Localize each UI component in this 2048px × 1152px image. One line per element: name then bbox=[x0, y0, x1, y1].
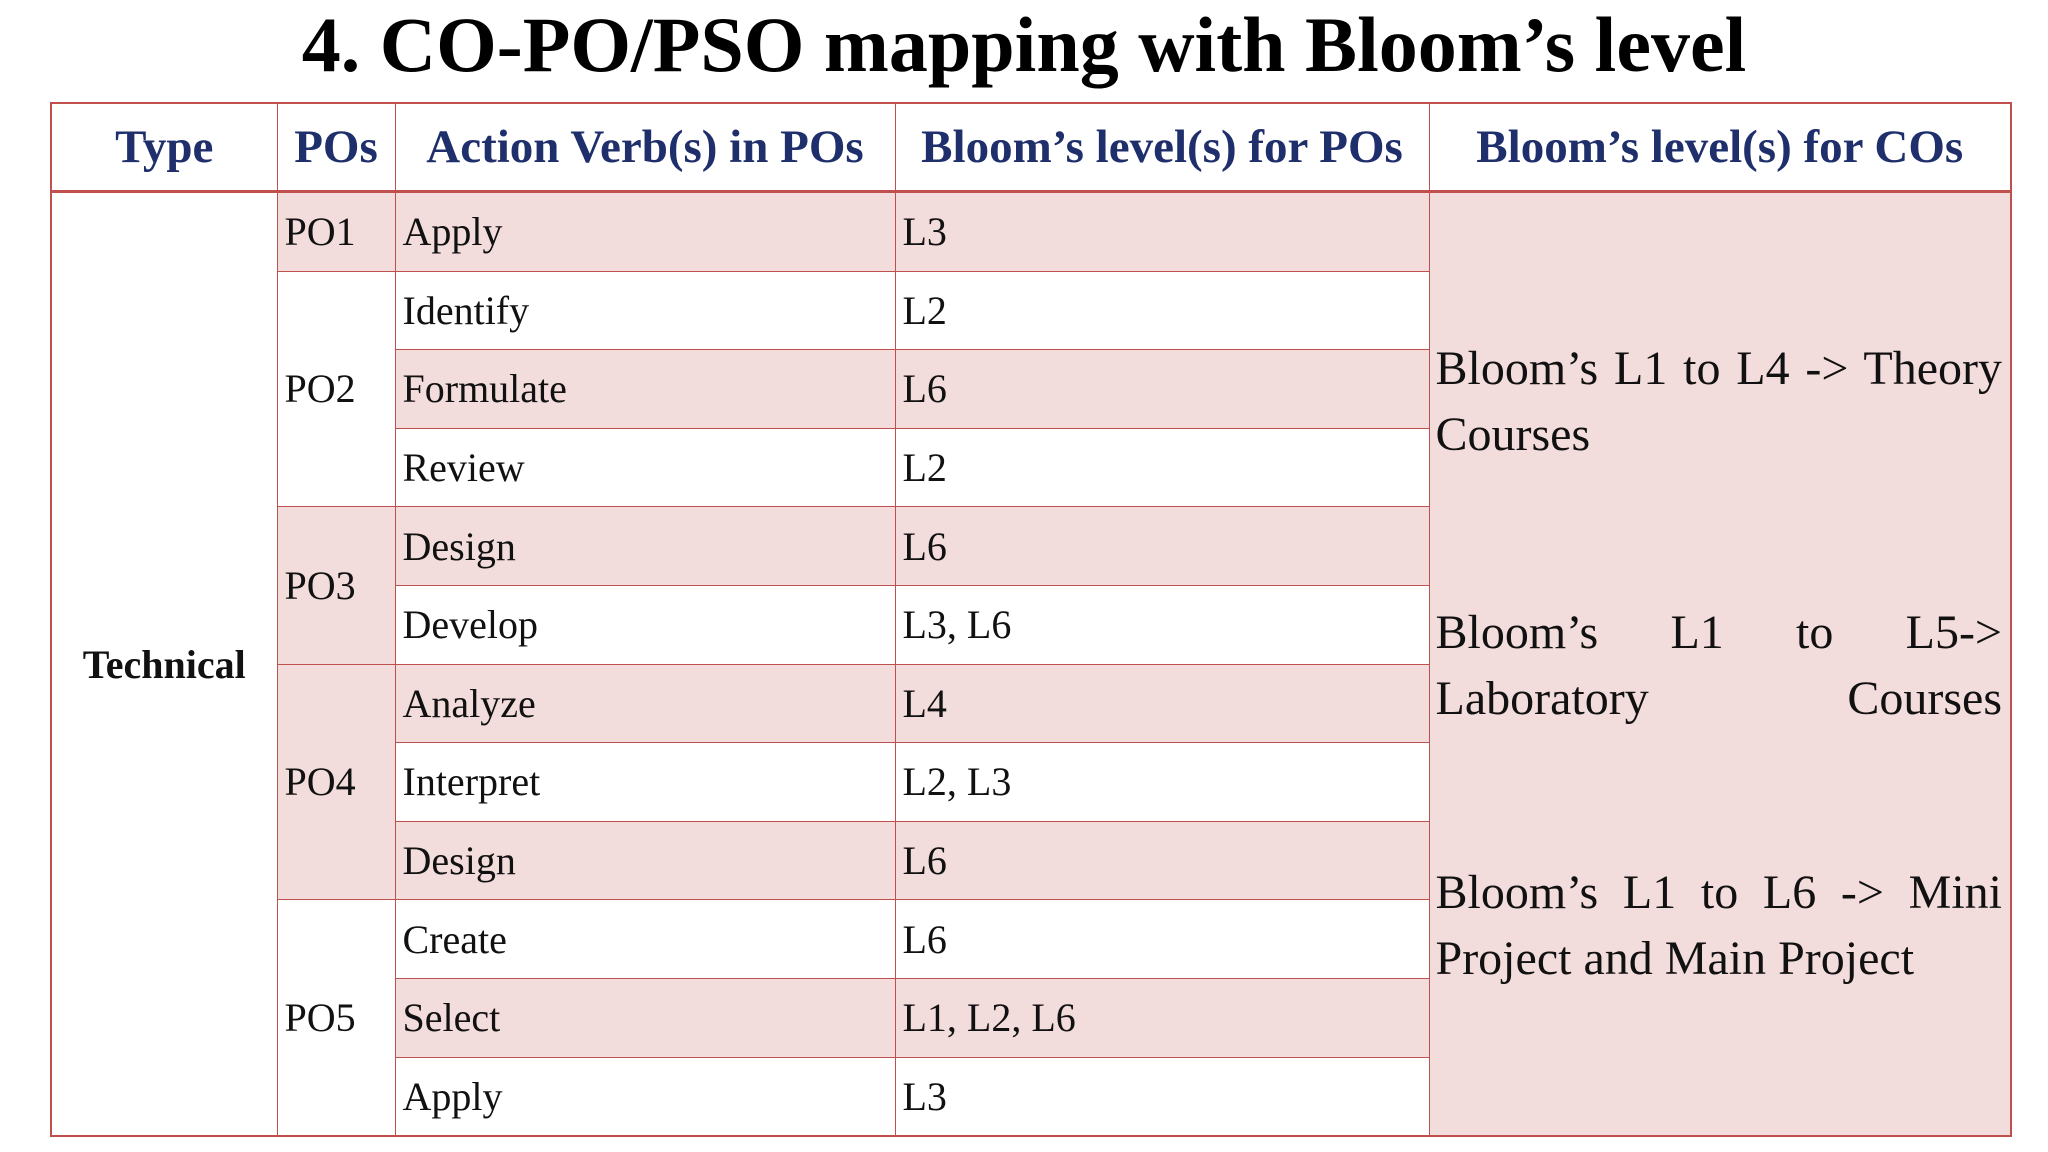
type-cell: Technical bbox=[50, 191, 278, 1137]
verb-cell: Identify bbox=[394, 270, 896, 351]
header-type: Type bbox=[50, 102, 278, 193]
level-cell: L3, L6 bbox=[894, 584, 1430, 665]
table-row: Apply L3 bbox=[51, 1056, 2011, 1137]
level-cell: L2 bbox=[894, 427, 1430, 508]
co-po-mapping-table: Type POs Action Verb(s) in POs Bloom’s l… bbox=[50, 102, 2012, 1138]
table-row: Select L1, L2, L6 bbox=[51, 977, 2011, 1058]
table-row: PO2 Identify L2 bbox=[51, 270, 2011, 508]
co-level-theory: Bloom’s L1 to L4 -> Theory Courses bbox=[1435, 342, 2003, 461]
level-cell: L2 bbox=[894, 270, 1430, 351]
level-cell: L6 bbox=[894, 820, 1430, 901]
co-level-laboratory: Bloom’s L1 to L5-> Laboratory Courses bbox=[1435, 606, 2003, 725]
po-cell-po5: PO5 bbox=[276, 899, 396, 1137]
table-row: PO3 Design L6 bbox=[51, 506, 2011, 665]
level-cell: L3 bbox=[894, 1056, 1430, 1137]
po-cell-po3: PO3 bbox=[276, 506, 396, 665]
po-cell-po2: PO2 bbox=[276, 270, 396, 508]
verb-cell: Develop bbox=[394, 584, 896, 665]
verb-cell: Interpret bbox=[394, 742, 896, 822]
verb-cell: Formulate bbox=[394, 349, 896, 429]
level-cell: L6 bbox=[894, 506, 1430, 586]
verb-cell: Select bbox=[394, 977, 896, 1058]
level-cell: L4 bbox=[894, 663, 1430, 744]
verb-cell: Apply bbox=[394, 1056, 896, 1137]
level-cell: L6 bbox=[894, 349, 1430, 429]
verb-cell: Review bbox=[394, 427, 896, 508]
co-levels-cell: Bloom’s L1 to L4 -> Theory Courses Bloom… bbox=[1428, 191, 2012, 1137]
po-cell-po4: PO4 bbox=[276, 663, 396, 901]
table-row: Technical PO1 Apply L3 Bloom’s L1 to L4 … bbox=[50, 191, 2012, 1137]
level-cell: L6 bbox=[894, 899, 1430, 979]
table-row: Interpret L2, L3 bbox=[51, 742, 2011, 822]
header-po-blooms-levels: Bloom’s level(s) for POs bbox=[894, 102, 1430, 193]
table-row: Review L2 bbox=[51, 427, 2011, 508]
verb-cell: Design bbox=[394, 506, 896, 586]
level-cell: L3 bbox=[894, 191, 1430, 272]
level-cell: L2, L3 bbox=[894, 742, 1430, 822]
header-co-blooms-levels: Bloom’s level(s) for COs bbox=[1428, 102, 2012, 193]
table-row: Formulate L6 bbox=[51, 349, 2011, 429]
verb-cell: Analyze bbox=[394, 663, 896, 744]
co-level-project: Bloom’s L1 to L6 -> Mini Project and Mai… bbox=[1435, 866, 2003, 985]
header-pos: POs bbox=[276, 102, 396, 193]
level-cell: L1, L2, L6 bbox=[894, 977, 1430, 1058]
table-row: PO5 Create L6 bbox=[51, 899, 2011, 1137]
verb-cell: Apply bbox=[394, 191, 896, 272]
table-row: Design L6 bbox=[51, 820, 2011, 901]
table-header-row: Type POs Action Verb(s) in POs Bloom’s l… bbox=[50, 102, 2012, 193]
table-row: Develop L3, L6 bbox=[51, 584, 2011, 665]
slide-title: 4. CO-PO/PSO mapping with Bloom’s level bbox=[301, 1, 1747, 88]
verb-cell: Design bbox=[394, 820, 896, 901]
verb-cell: Create bbox=[394, 899, 896, 979]
header-action-verbs: Action Verb(s) in POs bbox=[394, 102, 896, 193]
po-cell-po1: PO1 bbox=[276, 191, 396, 272]
